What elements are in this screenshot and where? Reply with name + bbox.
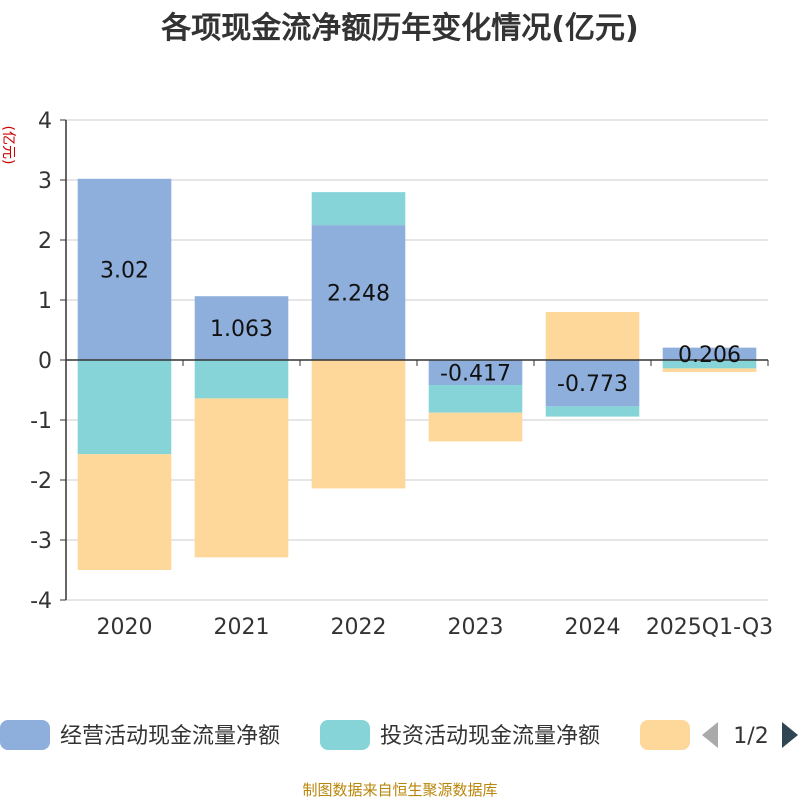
bar-2022-series-1[interactable] xyxy=(311,192,406,226)
bar-2020-series-2[interactable] xyxy=(77,454,172,570)
legend-swatch-1[interactable] xyxy=(320,720,370,750)
y-tick-label: -4 xyxy=(30,589,52,614)
x-tick-label: 2024 xyxy=(565,615,621,640)
y-tick-label: 2 xyxy=(38,229,52,254)
y-tick-label: 3 xyxy=(38,169,52,194)
data-label-2022: 2.248 xyxy=(327,282,390,307)
legend-prev-icon[interactable] xyxy=(702,722,718,748)
x-tick-label: 2025Q1-Q3 xyxy=(646,615,773,640)
bar-2022-series-0[interactable] xyxy=(311,225,406,360)
data-labels: 3.02 1.063 2.248 -0.417 -0.773 0.206 xyxy=(100,258,741,397)
legend-next-icon[interactable] xyxy=(782,722,798,748)
data-label-2025Q1-Q3: 0.206 xyxy=(678,343,741,368)
chart-title: 各项现金流净额历年变化情况(亿元) xyxy=(160,11,638,46)
data-label-2024: -0.773 xyxy=(557,372,628,397)
bar-2023-series-2[interactable] xyxy=(428,412,523,442)
legend: 经营活动现金流量净额 投资活动现金流量净额 1/2 xyxy=(0,720,798,750)
bar-2025Q1-Q3-series-2[interactable] xyxy=(662,368,757,372)
bar-2025Q1-Q3-series-0[interactable] xyxy=(662,347,757,360)
bar-2025Q1-Q3-series-1[interactable] xyxy=(662,360,757,369)
y-tick-label: 1 xyxy=(38,289,52,314)
bars xyxy=(77,178,757,570)
legend-label-1[interactable]: 投资活动现金流量净额 xyxy=(380,724,600,749)
bar-2021-series-1[interactable] xyxy=(194,360,289,399)
x-tick-label: 2020 xyxy=(97,615,153,640)
data-label-2023: -0.417 xyxy=(440,362,511,387)
y-tick-label: 4 xyxy=(38,109,52,134)
bar-2024-series-1[interactable] xyxy=(545,406,640,417)
bar-2024-series-2[interactable] xyxy=(545,312,640,360)
bar-2022-series-2[interactable] xyxy=(311,360,406,489)
legend-swatch-2[interactable] xyxy=(640,720,690,750)
x-tick-label: 2021 xyxy=(214,615,270,640)
y-tick-label: 0 xyxy=(38,349,52,374)
x-tick-label: 2023 xyxy=(448,615,504,640)
bar-2020-series-0[interactable] xyxy=(77,178,172,360)
data-label-2020: 3.02 xyxy=(100,258,149,283)
y-axis-unit: (亿元) xyxy=(0,126,16,165)
legend-swatch-0[interactable] xyxy=(0,720,50,750)
legend-page-indicator: 1/2 xyxy=(733,724,768,749)
y-tick-label: -1 xyxy=(30,409,52,434)
bar-2021-series-2[interactable] xyxy=(194,398,289,558)
bar-2024-series-0[interactable] xyxy=(545,360,640,407)
bar-2020-series-1[interactable] xyxy=(77,360,172,455)
data-label-2021: 1.063 xyxy=(210,317,273,342)
legend-label-0[interactable]: 经营活动现金流量净额 xyxy=(60,724,280,749)
data-source: 制图数据来自恒生聚源数据库 xyxy=(302,781,497,799)
axes: 4 3 2 1 0 -1 -2 -3 -4 2020 2021 2022 2023 2024 2025Q1-… xyxy=(30,109,773,640)
bar-2023-series-0[interactable] xyxy=(428,360,523,386)
y-tick-label: -3 xyxy=(30,529,52,554)
y-tick-label: -2 xyxy=(30,469,52,494)
x-tick-label: 2022 xyxy=(331,615,387,640)
bar-2021-series-0[interactable] xyxy=(194,296,289,360)
bar-2023-series-1[interactable] xyxy=(428,385,523,413)
